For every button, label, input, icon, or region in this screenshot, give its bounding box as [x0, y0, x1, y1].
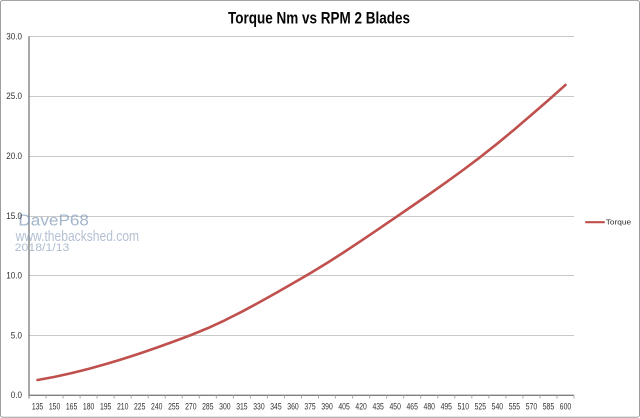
svg-text:375: 375: [304, 402, 315, 412]
svg-text:0.0: 0.0: [11, 390, 22, 400]
svg-text:600: 600: [560, 402, 571, 412]
svg-text:585: 585: [543, 402, 554, 412]
svg-text:255: 255: [168, 402, 179, 412]
svg-text:570: 570: [526, 402, 537, 412]
svg-text:5.0: 5.0: [11, 330, 22, 340]
svg-text:Torque Nm vs RPM 2 Blades: Torque Nm vs RPM 2 Blades: [228, 10, 410, 28]
svg-text:150: 150: [49, 402, 60, 412]
svg-text:360: 360: [287, 402, 298, 412]
svg-text:195: 195: [100, 402, 111, 412]
svg-text:525: 525: [475, 402, 486, 412]
svg-text:435: 435: [372, 402, 383, 412]
svg-text:540: 540: [492, 402, 503, 412]
svg-text:15.0: 15.0: [6, 211, 22, 221]
svg-text:10.0: 10.0: [6, 271, 22, 281]
svg-text:405: 405: [338, 402, 349, 412]
svg-text:210: 210: [117, 402, 128, 412]
svg-text:510: 510: [458, 402, 469, 412]
svg-text:285: 285: [202, 402, 213, 412]
svg-text:390: 390: [321, 402, 332, 412]
svg-text:495: 495: [441, 402, 452, 412]
svg-text:240: 240: [151, 402, 162, 412]
svg-text:300: 300: [219, 402, 230, 412]
svg-text:465: 465: [407, 402, 418, 412]
svg-text:225: 225: [134, 402, 145, 412]
svg-text:20.0: 20.0: [6, 151, 22, 161]
svg-text:2018/1/13: 2018/1/13: [15, 242, 70, 254]
svg-text:DaveP68: DaveP68: [18, 213, 89, 230]
svg-text:Torque: Torque: [606, 218, 631, 227]
svg-text:420: 420: [355, 402, 366, 412]
svg-text:315: 315: [236, 402, 247, 412]
svg-text:www.thebackshed.com: www.thebackshed.com: [15, 229, 139, 245]
svg-text:25.0: 25.0: [6, 91, 22, 101]
svg-text:30.0: 30.0: [6, 31, 22, 41]
svg-text:165: 165: [66, 402, 77, 412]
svg-text:135: 135: [32, 402, 43, 412]
svg-text:480: 480: [424, 402, 435, 412]
svg-text:270: 270: [185, 402, 196, 412]
svg-text:450: 450: [389, 402, 400, 412]
svg-text:555: 555: [509, 402, 520, 412]
svg-text:345: 345: [270, 402, 281, 412]
svg-text:330: 330: [253, 402, 264, 412]
svg-text:180: 180: [83, 402, 94, 412]
